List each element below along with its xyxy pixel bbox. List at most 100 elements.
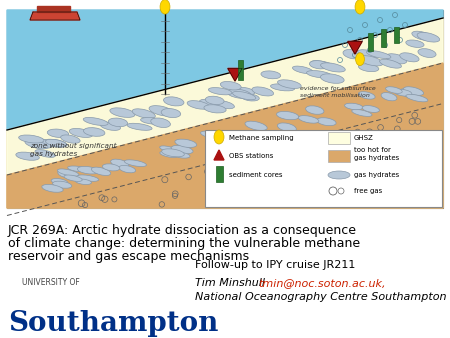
Ellipse shape: [359, 64, 379, 72]
Ellipse shape: [380, 59, 401, 68]
Text: sediment cores: sediment cores: [229, 172, 283, 178]
Ellipse shape: [83, 117, 108, 125]
Ellipse shape: [241, 94, 259, 101]
Ellipse shape: [356, 53, 364, 66]
Ellipse shape: [310, 61, 328, 69]
FancyBboxPatch shape: [216, 166, 223, 182]
Ellipse shape: [386, 87, 402, 93]
FancyBboxPatch shape: [205, 130, 442, 207]
Text: of climate change: determining the vulnerable methane: of climate change: determining the vulne…: [8, 237, 360, 250]
Text: Follow-up to IPY cruise JR211: Follow-up to IPY cruise JR211: [195, 260, 356, 270]
Ellipse shape: [381, 93, 397, 101]
Ellipse shape: [83, 128, 105, 136]
Ellipse shape: [366, 51, 391, 58]
Text: tmin@noc.soton.ac.uk,: tmin@noc.soton.ac.uk,: [258, 278, 386, 288]
Ellipse shape: [149, 106, 174, 116]
FancyBboxPatch shape: [381, 29, 386, 47]
Ellipse shape: [343, 50, 361, 59]
FancyBboxPatch shape: [238, 60, 243, 80]
Ellipse shape: [306, 106, 324, 114]
Text: Tim Minshull: Tim Minshull: [195, 278, 269, 288]
Ellipse shape: [261, 71, 281, 79]
Ellipse shape: [233, 92, 256, 100]
Ellipse shape: [45, 139, 67, 147]
Ellipse shape: [162, 149, 184, 157]
FancyBboxPatch shape: [393, 27, 399, 43]
Ellipse shape: [69, 128, 93, 138]
Ellipse shape: [77, 175, 99, 182]
Ellipse shape: [236, 88, 255, 95]
FancyBboxPatch shape: [7, 10, 443, 208]
Ellipse shape: [110, 108, 135, 117]
Ellipse shape: [47, 129, 69, 138]
Ellipse shape: [175, 139, 197, 147]
Ellipse shape: [151, 118, 171, 127]
Ellipse shape: [163, 97, 184, 106]
Ellipse shape: [418, 49, 436, 57]
Polygon shape: [214, 150, 224, 160]
Ellipse shape: [204, 105, 226, 113]
Ellipse shape: [406, 40, 424, 47]
Ellipse shape: [209, 144, 226, 152]
Ellipse shape: [57, 169, 79, 176]
Text: National Oceanography Centre Southampton: National Oceanography Centre Southampton: [195, 292, 446, 302]
Ellipse shape: [245, 121, 267, 130]
Ellipse shape: [252, 87, 274, 96]
FancyBboxPatch shape: [368, 33, 373, 51]
Text: evidence for subsurface
sediment mobilisation: evidence for subsurface sediment mobilis…: [300, 86, 376, 98]
Ellipse shape: [75, 179, 91, 185]
Ellipse shape: [386, 54, 407, 64]
Ellipse shape: [214, 101, 234, 109]
Ellipse shape: [227, 89, 251, 98]
Text: Southampton: Southampton: [8, 310, 218, 337]
Text: zone without significant
gas hydrates: zone without significant gas hydrates: [30, 143, 117, 157]
Ellipse shape: [220, 81, 241, 90]
Ellipse shape: [187, 101, 210, 109]
Ellipse shape: [119, 165, 135, 173]
Polygon shape: [7, 63, 443, 208]
Ellipse shape: [77, 166, 99, 174]
Ellipse shape: [355, 0, 365, 14]
Ellipse shape: [277, 112, 299, 120]
Ellipse shape: [64, 175, 82, 182]
Ellipse shape: [219, 130, 237, 139]
Ellipse shape: [172, 152, 190, 158]
Ellipse shape: [124, 160, 147, 167]
Ellipse shape: [160, 0, 170, 14]
Ellipse shape: [306, 71, 332, 78]
Ellipse shape: [68, 166, 87, 172]
Polygon shape: [30, 12, 80, 20]
Ellipse shape: [53, 181, 72, 188]
Text: free gas: free gas: [354, 188, 382, 194]
Polygon shape: [7, 18, 443, 208]
Ellipse shape: [100, 122, 121, 130]
Ellipse shape: [29, 138, 53, 148]
Ellipse shape: [208, 88, 232, 95]
Ellipse shape: [362, 105, 379, 113]
Ellipse shape: [35, 150, 55, 158]
Ellipse shape: [400, 53, 419, 62]
Ellipse shape: [51, 178, 68, 185]
Ellipse shape: [201, 131, 220, 139]
Ellipse shape: [417, 32, 440, 42]
Ellipse shape: [161, 108, 181, 118]
Text: JCR 269A: Arctic hydrate dissociation as a consequence: JCR 269A: Arctic hydrate dissociation as…: [8, 224, 357, 237]
Ellipse shape: [412, 31, 432, 41]
Ellipse shape: [108, 118, 128, 127]
Ellipse shape: [394, 89, 412, 96]
Polygon shape: [228, 68, 242, 81]
Ellipse shape: [320, 74, 344, 83]
Ellipse shape: [61, 135, 80, 143]
Ellipse shape: [43, 139, 67, 147]
Ellipse shape: [357, 50, 377, 58]
Ellipse shape: [317, 118, 336, 126]
Ellipse shape: [270, 84, 295, 91]
Ellipse shape: [311, 61, 334, 68]
FancyBboxPatch shape: [328, 132, 350, 144]
Ellipse shape: [91, 167, 111, 175]
Ellipse shape: [132, 109, 155, 118]
Ellipse shape: [359, 56, 383, 66]
Ellipse shape: [19, 135, 44, 143]
Ellipse shape: [328, 171, 350, 179]
Ellipse shape: [171, 145, 193, 154]
